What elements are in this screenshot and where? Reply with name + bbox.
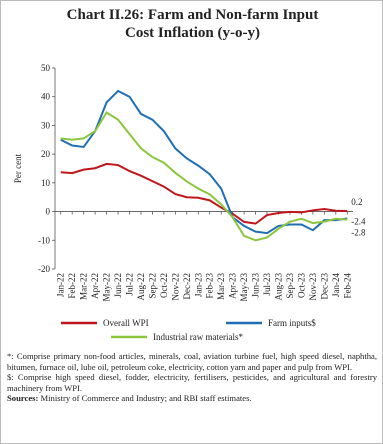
x-tick-label: Jun-22 bbox=[113, 273, 123, 298]
x-tick-label: Jul-22 bbox=[125, 273, 135, 296]
y-tick-label: 0 bbox=[46, 207, 51, 217]
x-tick-label: Apr-22 bbox=[90, 273, 100, 299]
sources-label: Sources: bbox=[7, 393, 39, 404]
notes: *: Comprise primary non-food articles, m… bbox=[7, 351, 377, 404]
series-line bbox=[60, 89, 348, 235]
x-tick-label: Nov-22 bbox=[170, 273, 180, 301]
x-tick-label: Mar-22 bbox=[79, 273, 89, 300]
x-tick-label: Jul-23 bbox=[262, 273, 272, 296]
x-tick-label: Dec-22 bbox=[182, 273, 192, 300]
y-axis-label: Per cent bbox=[13, 153, 23, 183]
legend-label: Overall WPI bbox=[103, 318, 149, 328]
x-tick-label: Nov-23 bbox=[308, 273, 318, 301]
x-tick-label: Jun-23 bbox=[251, 273, 261, 298]
x-tick-label: Jan-24 bbox=[331, 273, 341, 297]
y-tick-label: 40 bbox=[41, 92, 51, 102]
y-tick-label: 10 bbox=[41, 178, 51, 188]
x-tick-label: Jan-22 bbox=[56, 273, 66, 297]
data-label: 0.2 bbox=[351, 197, 362, 207]
legend-label: Farm inputs$ bbox=[268, 318, 316, 328]
x-tick-label: Oct-22 bbox=[159, 273, 169, 298]
x-tick-label: Feb-24 bbox=[342, 273, 352, 299]
x-tick-label: Jan-23 bbox=[193, 273, 203, 297]
data-label: -2.4 bbox=[351, 216, 366, 226]
y-tick-label: 20 bbox=[41, 149, 51, 159]
sources: Sources: Ministry of Commerce and Indust… bbox=[7, 393, 377, 404]
y-tick-label: -20 bbox=[38, 264, 50, 274]
series-line bbox=[60, 162, 348, 225]
x-tick-label: May-22 bbox=[102, 273, 112, 302]
x-tick-label: May-23 bbox=[239, 273, 249, 302]
x-tick-label: Dec-23 bbox=[319, 273, 329, 300]
x-tick-label: Feb-22 bbox=[67, 273, 77, 299]
x-tick-label: Aug-23 bbox=[274, 273, 284, 301]
x-tick-label: Oct-23 bbox=[296, 273, 306, 298]
y-tick-label: 50 bbox=[41, 63, 51, 73]
data-label: -2.8 bbox=[351, 228, 366, 238]
x-tick-label: Sep-22 bbox=[147, 273, 157, 299]
note: *: Comprise primary non-food articles, m… bbox=[7, 351, 377, 372]
x-tick-label: Apr-23 bbox=[228, 273, 238, 299]
x-tick-label: Feb-23 bbox=[205, 273, 215, 299]
legend-label: Industrial raw materials* bbox=[153, 332, 243, 342]
chart-title: Chart II.26: Farm and Non-farm Input Cos… bbox=[66, 7, 319, 41]
x-tick-label: Mar-23 bbox=[216, 273, 226, 300]
series-line bbox=[60, 111, 348, 242]
x-tick-label: Sep-23 bbox=[285, 273, 295, 299]
y-tick-label: 30 bbox=[41, 120, 51, 130]
y-tick-label: -10 bbox=[38, 235, 50, 245]
sources-text: Ministry of Commerce and Industry; and R… bbox=[40, 393, 252, 404]
x-tick-label: Aug-22 bbox=[136, 273, 146, 301]
note: $: Comprise high speed diesel, fodder, e… bbox=[7, 372, 377, 393]
